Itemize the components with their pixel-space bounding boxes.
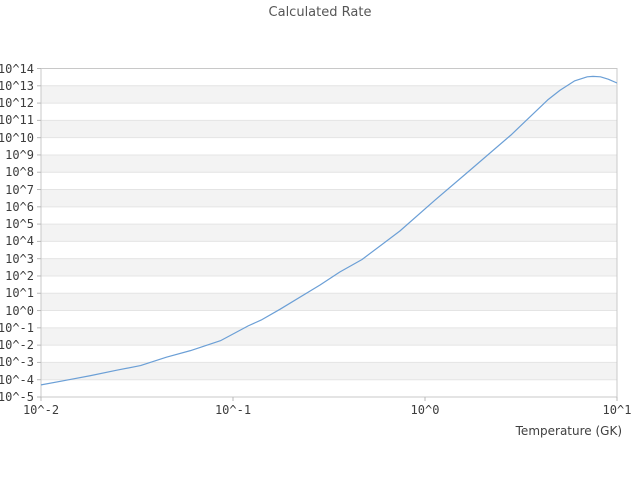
y-tick-label: 10^2	[5, 268, 34, 283]
y-tick-label: 10^14	[0, 61, 34, 76]
band-group	[41, 85, 617, 380]
y-tick-label: 10^-2	[0, 338, 34, 353]
rate-curve	[41, 75, 617, 386]
decade-band	[41, 154, 617, 173]
y-tick-label: 10^12	[0, 96, 34, 111]
grid-group	[41, 68, 617, 398]
y-tick-label: 10^6	[5, 199, 34, 214]
decade-band	[41, 258, 617, 276]
y-tick-label: 10^9	[5, 147, 34, 162]
y-tick-label: 10^11	[0, 113, 34, 128]
chart-title: Calculated Rate	[268, 5, 372, 20]
y-tick-label: 10^0	[5, 303, 34, 318]
y-tick-label: 10^-5	[0, 390, 34, 404]
decade-band	[41, 362, 617, 380]
decade-band	[41, 224, 617, 242]
y-tick-label: 10^-3	[0, 355, 34, 370]
y-tick-label: 10^1	[5, 286, 34, 301]
y-tick-label: 10^13	[0, 78, 34, 93]
y-tick-label: 10^3	[5, 251, 34, 266]
y-tick-label: 10^-4	[0, 372, 34, 387]
tick-mark-group	[37, 68, 618, 401]
decade-band	[41, 189, 617, 207]
decade-band	[41, 327, 617, 346]
y-tick-label: 10^5	[5, 217, 34, 232]
y-tick-label: 10^4	[5, 234, 34, 249]
x-tick-label: 10^-2	[22, 403, 60, 417]
y-tick-label: 10^7	[5, 182, 34, 197]
decade-band	[41, 293, 617, 311]
x-tick-label: 10^1	[602, 403, 632, 417]
decade-band	[41, 85, 617, 104]
y-tick-label: 10^8	[5, 165, 34, 180]
decade-band	[41, 120, 617, 138]
x-tick-label: 10^0	[410, 403, 440, 417]
y-tick-label: 10^10	[0, 130, 34, 145]
y-tick-label: 10^-1	[0, 320, 34, 335]
x-axis-label: Temperature (GK)	[515, 424, 622, 438]
x-tick-label: 10^-1	[214, 403, 252, 417]
plot-border	[40, 68, 618, 398]
